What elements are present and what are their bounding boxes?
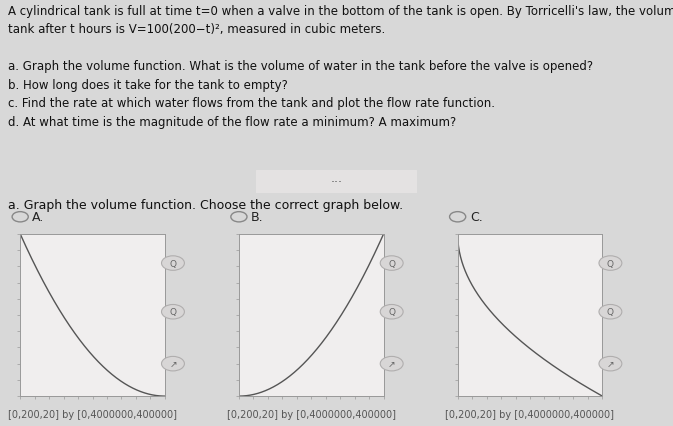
Text: ···: ···	[330, 175, 343, 188]
Text: Q: Q	[607, 259, 614, 268]
Text: ↗: ↗	[169, 359, 177, 368]
Text: [0,200,20] by [0,4000000,400000]: [0,200,20] by [0,4000000,400000]	[446, 409, 614, 419]
Text: A.: A.	[32, 211, 44, 224]
Text: Q: Q	[170, 259, 176, 268]
Text: C.: C.	[470, 211, 483, 224]
FancyBboxPatch shape	[251, 170, 422, 195]
Text: [0,200,20] by [0,4000000,400000]: [0,200,20] by [0,4000000,400000]	[8, 409, 177, 419]
Text: A cylindrical tank is full at time t=0 when a valve in the bottom of the tank is: A cylindrical tank is full at time t=0 w…	[8, 5, 673, 129]
Text: B.: B.	[251, 211, 264, 224]
Text: a. Graph the volume function. Choose the correct graph below.: a. Graph the volume function. Choose the…	[8, 198, 403, 211]
Text: [0,200,20] by [0,4000000,400000]: [0,200,20] by [0,4000000,400000]	[227, 409, 396, 419]
Text: Q: Q	[388, 308, 395, 317]
Text: Q: Q	[170, 308, 176, 317]
Text: ↗: ↗	[388, 359, 396, 368]
Text: Q: Q	[388, 259, 395, 268]
Text: Q: Q	[607, 308, 614, 317]
Text: ↗: ↗	[606, 359, 614, 368]
